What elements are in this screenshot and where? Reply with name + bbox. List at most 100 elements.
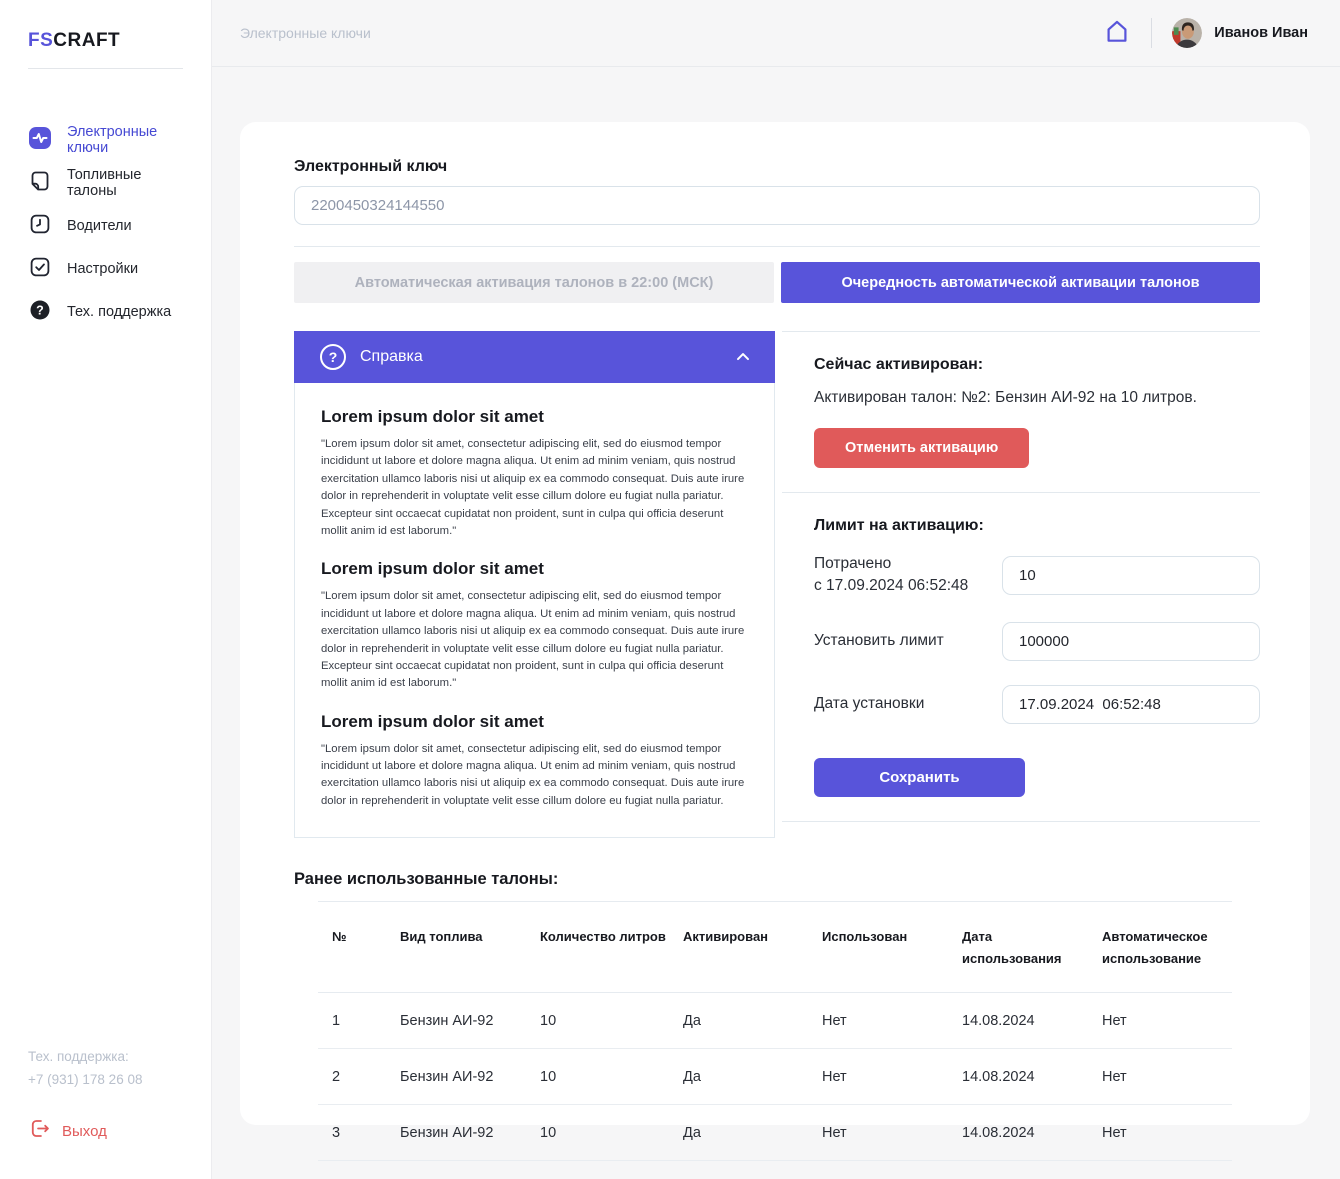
table-row: 3 Бензин АИ-92 10 Да Нет 14.08.2024 Нет bbox=[318, 1104, 1232, 1162]
sidebar-item-label: Топливные талоны bbox=[67, 167, 142, 199]
section-divider bbox=[782, 492, 1260, 493]
spent-input[interactable] bbox=[1002, 555, 1260, 595]
set-date-label: Дата установки bbox=[814, 695, 925, 713]
spent-label-line1: Потрачено bbox=[814, 555, 892, 572]
cell-activated: Да bbox=[683, 1104, 822, 1162]
electronic-key-input[interactable] bbox=[294, 186, 1260, 225]
sidebar-item-drivers[interactable]: Водители bbox=[0, 213, 211, 239]
auto-activation-tab[interactable]: Автоматическая активация талонов в 22:00… bbox=[294, 262, 774, 303]
logo-divider bbox=[28, 68, 183, 69]
help-section-text: "Lorem ipsum dolor sit amet, consectetur… bbox=[321, 590, 745, 690]
spent-row: Потрачено с 17.09.2024 06:52:48 bbox=[814, 553, 1260, 598]
cell-number: 2 bbox=[318, 1048, 400, 1106]
sidebar-item-label: Тех. поддержка bbox=[67, 304, 172, 320]
col-auto-use: Автоматическое использование bbox=[1102, 901, 1232, 994]
col-activated: Активирован bbox=[683, 901, 822, 994]
activation-limit-title: Лимит на активацию: bbox=[814, 517, 984, 534]
avatar[interactable] bbox=[1172, 18, 1203, 48]
sidebar-item-label: Электронные ключи bbox=[67, 124, 158, 156]
help-question-icon: ? bbox=[320, 344, 346, 370]
col-liters: Количество литров bbox=[540, 901, 683, 994]
sidebar-nav: Электронные ключи Топливные талоны Водит… bbox=[0, 124, 211, 325]
cell-activated: Да bbox=[683, 1048, 822, 1106]
activation-panel: Сейчас активирован: Активирован талон: №… bbox=[782, 331, 1260, 822]
set-limit-input[interactable] bbox=[1002, 621, 1260, 661]
cell-liters: 10 bbox=[540, 1104, 683, 1162]
chevron-up-icon[interactable] bbox=[733, 347, 753, 367]
set-date-input[interactable] bbox=[1002, 684, 1260, 724]
coupon-icon bbox=[28, 169, 52, 198]
activation-status: Активирован талон: №2: Бензин АИ-92 на 1… bbox=[814, 389, 1197, 406]
used-coupons-table: № Вид топлива Количество литров Активиро… bbox=[318, 901, 1232, 1162]
logout-icon bbox=[28, 1117, 51, 1145]
cell-auto-use: Нет bbox=[1102, 1048, 1232, 1106]
help-section: Lorem ipsum dolor sit amet "Lorem ipsum … bbox=[321, 407, 752, 540]
main-card: Электронный ключ Автоматическая активаци… bbox=[240, 122, 1310, 1162]
help-section-heading: Lorem ipsum dolor sit amet bbox=[321, 407, 544, 426]
cell-auto-use: Нет bbox=[1102, 992, 1232, 1050]
sidebar: FSCRAFT Электронные ключи Топливные тало… bbox=[0, 0, 212, 1179]
support-phone: +7 (931) 178 26 08 bbox=[28, 1071, 143, 1087]
svg-text:?: ? bbox=[36, 303, 44, 317]
set-limit-label: Установить лимит bbox=[814, 632, 944, 650]
breadcrumb: Электронные ключи bbox=[240, 25, 371, 41]
home-icon[interactable] bbox=[1103, 17, 1131, 50]
set-date-row: Дата установки bbox=[814, 684, 1260, 724]
user-name: Иванов Иван bbox=[1214, 25, 1308, 41]
cell-fuel-type: Бензин АИ-92 bbox=[400, 1104, 540, 1162]
activation-limit-section: Лимит на активацию: Потрачено с 17.09.20… bbox=[814, 493, 1260, 797]
section-divider bbox=[782, 820, 1260, 822]
help-panel-header[interactable]: ? Справка bbox=[294, 331, 775, 383]
spent-label: Потрачено с 17.09.2024 06:52:48 bbox=[814, 553, 1002, 598]
help-section-text: "Lorem ipsum dolor sit amet, consectetur… bbox=[321, 742, 745, 807]
help-section-text: "Lorem ipsum dolor sit amet, consectetur… bbox=[321, 438, 745, 537]
table-row: 2 Бензин АИ-92 10 Да Нет 14.08.2024 Нет bbox=[318, 1048, 1232, 1106]
cell-use-date: 14.08.2024 bbox=[962, 992, 1102, 1050]
used-coupons-title: Ранее использованные талоны: bbox=[294, 870, 559, 889]
topbar: Электронные ключи Иванов Иван bbox=[212, 0, 1340, 67]
activity-icon bbox=[28, 126, 52, 155]
cell-used: Нет bbox=[822, 992, 962, 1050]
cell-use-date: 14.08.2024 bbox=[962, 1048, 1102, 1106]
cell-auto-use: Нет bbox=[1102, 1104, 1232, 1162]
cell-liters: 10 bbox=[540, 992, 683, 1050]
sidebar-item-electronic-keys[interactable]: Электронные ключи bbox=[0, 124, 211, 156]
sidebar-item-settings[interactable]: Настройки bbox=[0, 256, 211, 282]
set-limit-row: Установить лимит bbox=[814, 621, 1260, 661]
activation-tabs: Автоматическая активация талонов в 22:00… bbox=[294, 262, 1260, 303]
topbar-right: Иванов Иван bbox=[1103, 17, 1308, 50]
logo: FSCRAFT bbox=[0, 0, 211, 68]
col-fuel-type: Вид топлива bbox=[400, 901, 540, 994]
sidebar-item-fuel-coupons[interactable]: Топливные талоны bbox=[0, 167, 211, 199]
col-number: № bbox=[318, 901, 400, 994]
save-button[interactable]: Сохранить bbox=[814, 757, 1025, 797]
table-row: 1 Бензин АИ-92 10 Да Нет 14.08.2024 Нет bbox=[318, 992, 1232, 1050]
used-coupons-section: Ранее использованные талоны: № Вид топли… bbox=[294, 870, 1260, 1162]
currently-activated-title: Сейчас активирован: bbox=[814, 356, 984, 373]
col-use-date: Дата использования bbox=[962, 901, 1102, 994]
logout-button[interactable]: Выход bbox=[28, 1117, 183, 1145]
sidebar-item-tech-support[interactable]: ? Тех. поддержка bbox=[0, 299, 211, 325]
cancel-activation-button[interactable]: Отменить активацию bbox=[814, 428, 1030, 468]
table-header-row: № Вид топлива Количество литров Активиро… bbox=[318, 901, 1232, 994]
sidebar-item-label: Настройки bbox=[67, 261, 139, 277]
cell-used: Нет bbox=[822, 1104, 962, 1162]
help-panel-body: Lorem ipsum dolor sit amet "Lorem ipsum … bbox=[294, 383, 775, 839]
cell-use-date: 14.08.2024 bbox=[962, 1104, 1102, 1162]
clock-icon bbox=[28, 212, 52, 241]
help-section: Lorem ipsum dolor sit amet "Lorem ipsum … bbox=[321, 712, 752, 811]
cell-number: 3 bbox=[318, 1104, 400, 1162]
logo-craft: CRAFT bbox=[53, 30, 121, 51]
sidebar-item-label: Водители bbox=[67, 218, 132, 234]
cell-fuel-type: Бензин АИ-92 bbox=[400, 992, 540, 1050]
help-section-heading: Lorem ipsum dolor sit amet bbox=[321, 559, 544, 579]
support-label: Тех. поддержка: bbox=[28, 1049, 129, 1065]
help-section: Lorem ipsum dolor sit amet "Lorem ipsum … bbox=[321, 559, 752, 692]
activation-queue-tab[interactable]: Очередность автоматической активации тал… bbox=[781, 262, 1260, 303]
help-section-heading: Lorem ipsum dolor sit amet bbox=[321, 711, 544, 731]
question-icon: ? bbox=[28, 298, 52, 327]
cell-liters: 10 bbox=[540, 1048, 683, 1106]
help-panel: ? Справка Lorem ipsum dolor sit amet "Lo… bbox=[294, 331, 775, 839]
help-title: Справка bbox=[360, 348, 423, 365]
logo-fs: FS bbox=[28, 30, 54, 51]
